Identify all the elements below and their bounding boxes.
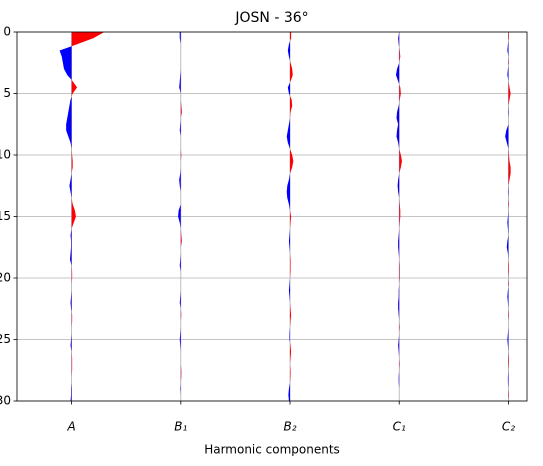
x-axis-label: Harmonic components: [204, 443, 340, 457]
positive-area: [508, 32, 511, 401]
y-tick-label: 15: [0, 209, 11, 223]
y-tick-label: 20: [0, 271, 11, 285]
negative-area: [178, 32, 181, 395]
x-tick-label: B₂: [283, 420, 296, 434]
x-tick-label: B₁: [174, 420, 187, 434]
y-tick-label: 0: [3, 25, 11, 39]
plot-frame: [16, 31, 528, 402]
negative-area: [59, 46, 72, 401]
x-tick-label: C₁: [393, 420, 406, 434]
negative-area: [395, 32, 400, 389]
y-tick-label: 5: [3, 86, 11, 100]
negative-area: [286, 32, 291, 401]
y-tick-label: 30: [0, 394, 11, 408]
x-tick-label: A: [66, 420, 75, 434]
positive-area: [399, 32, 402, 401]
x-tick-label: C₂: [502, 420, 515, 434]
y-tick-label: 25: [0, 332, 11, 346]
negative-area: [505, 41, 509, 389]
positive-area: [290, 32, 294, 383]
chart-title: JOSN - 36°: [234, 10, 308, 26]
y-tick-label: 10: [0, 148, 11, 162]
